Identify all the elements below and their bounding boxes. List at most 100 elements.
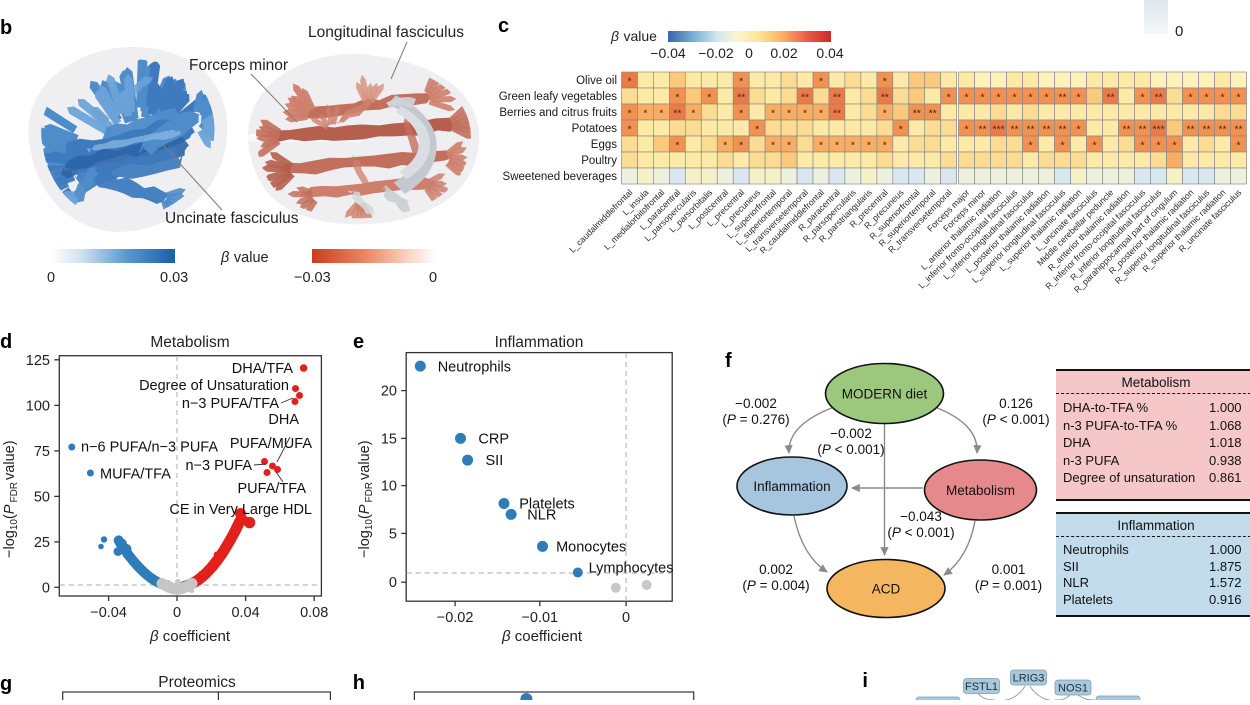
svg-text:*: *: [883, 76, 887, 88]
svg-text:SII: SII: [486, 453, 504, 469]
svg-text:(P = 0.001): (P = 0.001): [975, 578, 1042, 593]
svg-text:f: f: [725, 350, 732, 372]
svg-text:**: **: [881, 92, 889, 104]
svg-text:*: *: [899, 124, 903, 136]
svg-text:−0.03: −0.03: [294, 270, 331, 286]
svg-text:20: 20: [381, 384, 397, 400]
svg-text:*: *: [643, 108, 647, 120]
svg-text:i: i: [862, 670, 868, 692]
svg-text:Poultry: Poultry: [581, 155, 617, 167]
svg-text:*: *: [627, 108, 631, 120]
svg-text:*: *: [1188, 92, 1192, 104]
svg-text:−log10(P FDR value): −log10(P FDR value): [357, 440, 375, 558]
svg-text:***: ***: [992, 124, 1004, 136]
svg-text:**: **: [1138, 124, 1146, 136]
svg-text:*: *: [787, 108, 791, 120]
svg-text:Proteomics: Proteomics: [158, 674, 236, 691]
svg-text:0: 0: [173, 605, 181, 621]
svg-text:Longitudinal fasciculus: Longitudinal fasciculus: [308, 24, 464, 41]
svg-text:*: *: [1156, 140, 1160, 152]
svg-text:*: *: [1236, 92, 1240, 104]
svg-text:*: *: [1044, 92, 1048, 104]
svg-text:*: *: [1076, 124, 1080, 136]
svg-text:*: *: [996, 92, 1000, 104]
svg-text:MODERN diet: MODERN diet: [842, 387, 928, 402]
svg-text:**: **: [1058, 124, 1066, 136]
svg-text:DHA: DHA: [268, 412, 299, 428]
svg-text:Sweetened beverages: Sweetened beverages: [503, 171, 618, 183]
svg-text:**: **: [833, 92, 841, 104]
svg-text:Eggs: Eggs: [591, 139, 617, 151]
svg-text:g: g: [0, 673, 12, 695]
svg-text:Forceps minor: Forceps minor: [189, 57, 288, 74]
svg-text:Olive oil: Olive oil: [576, 75, 617, 87]
svg-text:**: **: [1186, 124, 1194, 136]
svg-text:0.126: 0.126: [999, 396, 1033, 411]
svg-text:**: **: [929, 108, 937, 120]
svg-text:−0.01: −0.01: [521, 610, 558, 626]
svg-text:FSTL1: FSTL1: [965, 681, 998, 693]
svg-text:Platelets: Platelets: [519, 497, 575, 513]
svg-text:Inflammation: Inflammation: [495, 334, 584, 351]
svg-text:*: *: [739, 108, 743, 120]
svg-text:*: *: [771, 108, 775, 120]
svg-text:*: *: [964, 124, 968, 136]
svg-text:b: b: [0, 17, 12, 39]
svg-text:−0.043: −0.043: [900, 509, 942, 524]
svg-text:0.03: 0.03: [160, 270, 188, 286]
svg-text:*: *: [964, 92, 968, 104]
svg-text:Green leafy vegetables: Green leafy vegetables: [499, 91, 618, 103]
svg-text:*: *: [723, 140, 727, 152]
svg-text:−0.002: −0.002: [735, 396, 777, 411]
svg-text:50: 50: [34, 489, 50, 505]
svg-text:*: *: [627, 124, 631, 136]
svg-text:Degree of Unsaturation: Degree of Unsaturation: [139, 378, 289, 394]
svg-text:*: *: [851, 140, 855, 152]
svg-text:**: **: [978, 124, 986, 136]
svg-text:**: **: [1042, 124, 1050, 136]
svg-text:Berries and citrus fruits: Berries and citrus fruits: [499, 107, 617, 119]
svg-text:*: *: [883, 140, 887, 152]
svg-text:*: *: [1204, 92, 1208, 104]
svg-text:CE in Very Large HDL: CE in Very Large HDL: [169, 502, 312, 518]
svg-text:β coefficient: β coefficient: [501, 628, 583, 645]
svg-text:*: *: [739, 76, 743, 88]
svg-text:*: *: [659, 108, 663, 120]
svg-text:*: *: [1076, 92, 1080, 104]
svg-text:*: *: [1236, 140, 1240, 152]
svg-text:*: *: [819, 76, 823, 88]
svg-text:−0.02: −0.02: [437, 610, 474, 626]
svg-text:*: *: [947, 92, 951, 104]
svg-text:**: **: [737, 92, 745, 104]
svg-text:15: 15: [381, 431, 397, 447]
svg-text:*: *: [707, 92, 711, 104]
svg-text:c: c: [498, 15, 509, 37]
svg-text:PUFA/MUFA: PUFA/MUFA: [230, 436, 313, 452]
svg-text:*: *: [739, 140, 743, 152]
svg-text:*: *: [675, 140, 679, 152]
svg-text:e: e: [353, 331, 364, 353]
svg-text:−0.04: −0.04: [650, 45, 686, 61]
svg-text:Neutrophils: Neutrophils: [438, 360, 511, 376]
svg-text:*: *: [835, 140, 839, 152]
svg-text:*: *: [771, 140, 775, 152]
svg-text:Lymphocytes: Lymphocytes: [589, 561, 674, 577]
svg-text:*: *: [1012, 92, 1016, 104]
svg-text:*: *: [627, 76, 631, 88]
svg-text:0.002: 0.002: [759, 562, 793, 577]
svg-text:NLR: NLR: [527, 508, 556, 524]
svg-text:−0.02: −0.02: [698, 45, 734, 61]
svg-text:Uncinate fasciculus: Uncinate fasciculus: [165, 210, 299, 227]
svg-text:**: **: [1106, 92, 1114, 104]
svg-text:n−3 PUFA/TFA: n−3 PUFA/TFA: [182, 396, 279, 412]
svg-text:**: **: [1154, 92, 1162, 104]
svg-text:0: 0: [429, 270, 437, 286]
svg-text:*: *: [883, 108, 887, 120]
svg-text:0.04: 0.04: [231, 605, 259, 621]
svg-text:LRIG3: LRIG3: [1013, 673, 1045, 685]
svg-text:**: **: [1026, 124, 1034, 136]
svg-text:*: *: [1092, 140, 1096, 152]
svg-text:*: *: [1140, 92, 1144, 104]
svg-text:75: 75: [34, 444, 50, 460]
svg-text:(P < 0.001): (P < 0.001): [982, 412, 1049, 427]
